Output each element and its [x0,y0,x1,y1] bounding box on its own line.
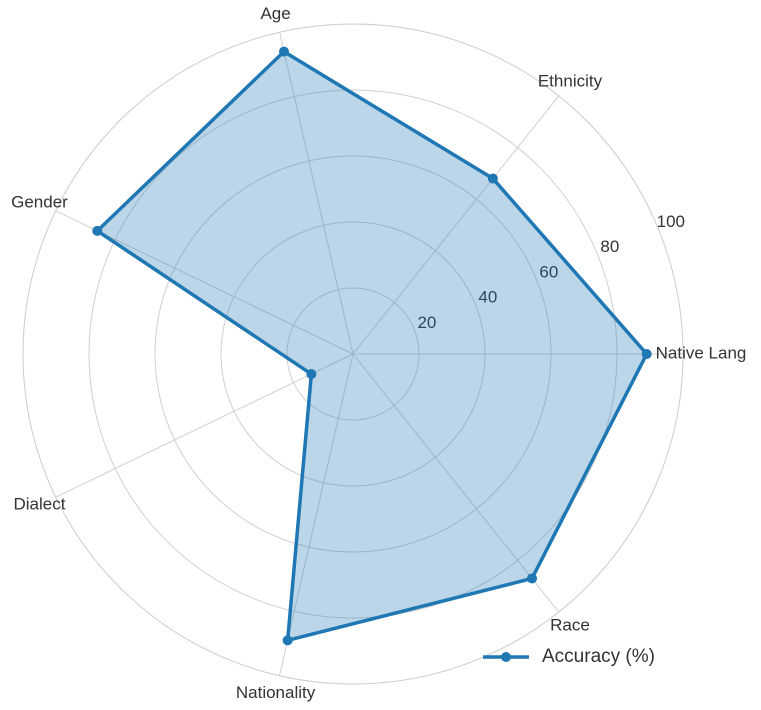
marker [282,635,293,646]
marker [641,349,652,359]
line [95,49,649,643]
marker [527,573,538,584]
legend-marker [501,652,511,662]
spoke [279,353,354,676]
category-label: Gender [11,192,68,211]
spoke [55,353,354,498]
marker [487,173,498,184]
legend-label: Accuracy (%) [542,646,655,667]
spoke [352,95,560,355]
r-tick-label: 20 [417,313,436,332]
r-tick-label: 100 [657,212,685,231]
spoke [352,353,560,613]
category-label: Dialect [13,494,65,513]
r-tick-label: 40 [478,288,497,307]
marker [306,369,317,380]
r-tick-label: 80 [600,237,619,256]
category-label: Nationality [236,683,316,702]
area [97,51,647,641]
marker [278,46,289,57]
category-label: Age [260,4,290,23]
spoke [279,32,354,355]
marker [92,225,103,236]
category-label: Ethnicity [538,71,603,90]
category-label: Native Lang [656,343,747,362]
category-label: Race [550,616,590,635]
r-tick-label: 60 [539,262,558,281]
